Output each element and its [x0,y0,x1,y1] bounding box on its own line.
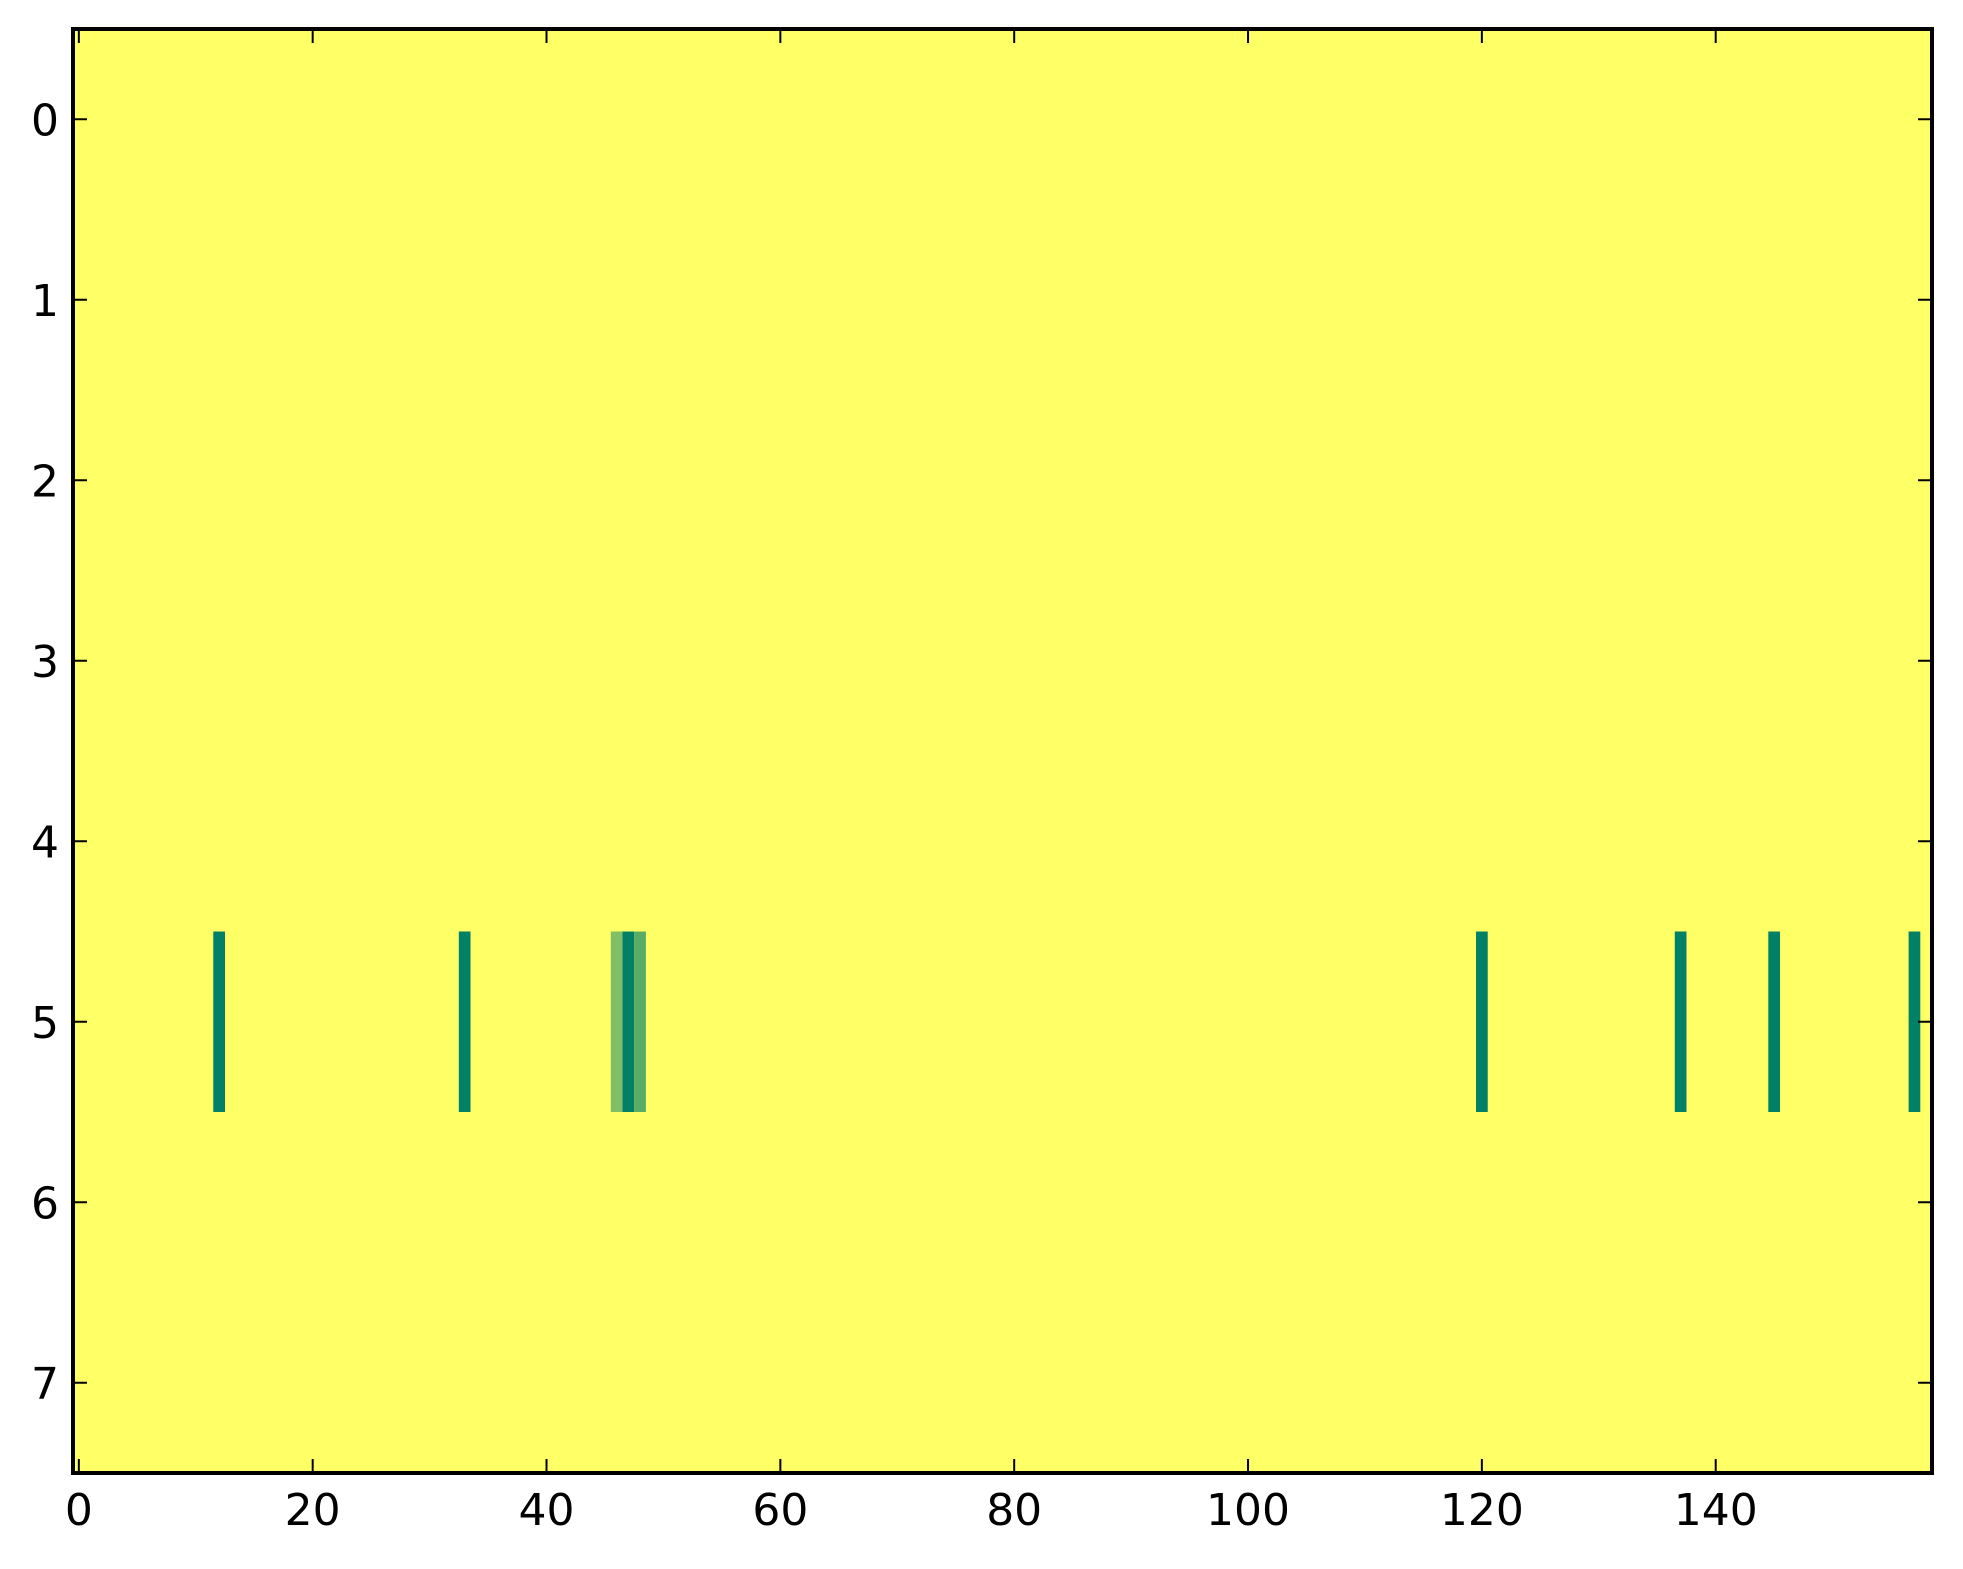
heatmap-cell [458,931,471,1112]
x-tick-label: 20 [285,1485,341,1536]
x-tick-label: 120 [1440,1485,1524,1536]
x-tick-label: 80 [986,1485,1042,1536]
x-tick-label: 100 [1206,1485,1290,1536]
y-tick-label: 6 [31,1178,59,1229]
heatmap-background-cells [73,29,1932,1473]
heatmap-cell [634,931,646,1112]
heatmap-cell [1908,931,1921,1112]
y-tick-label: 7 [31,1359,59,1410]
y-tick-label: 5 [31,998,59,1049]
heatmap-cells [73,29,1932,1473]
x-tick-label: 40 [519,1485,575,1536]
y-tick-label: 4 [31,817,59,868]
x-tick-label: 140 [1674,1485,1758,1536]
axes-frame [71,27,1934,1475]
heatmap-cell [213,931,225,1112]
y-tick-label: 1 [31,276,59,327]
y-tick-label: 0 [31,95,59,146]
heatmap-cell [1476,931,1488,1112]
y-tick-label: 2 [31,456,59,507]
heatmap-cell [622,931,635,1112]
tick-labels: 0 20 40 60 80 100 120 140 0 1 2 3 4 5 6 7 [31,95,1758,1536]
heatmap-cell [1674,931,1687,1112]
x-tick-label: 0 [65,1485,93,1536]
x-tick-label: 60 [752,1485,808,1536]
heatmap-cell [610,931,623,1112]
y-tick-label: 3 [31,637,59,688]
axis-ticks [73,29,1932,1473]
heatmap-cell [1768,931,1781,1112]
